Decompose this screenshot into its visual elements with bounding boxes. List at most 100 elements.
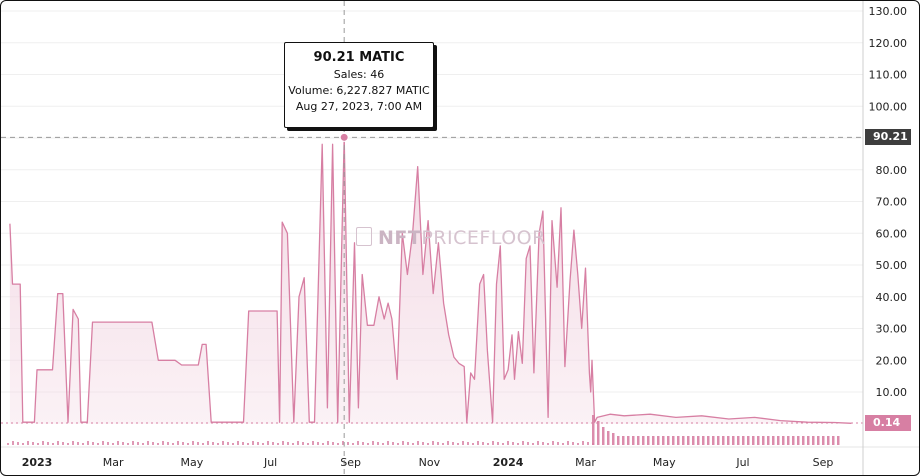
volume-bar — [307, 443, 309, 445]
volume-bar — [222, 441, 224, 445]
volume-bar — [17, 442, 19, 445]
volume-bar — [432, 441, 434, 445]
volume-bar — [77, 442, 79, 445]
volume-bar — [607, 431, 610, 445]
volume-bar — [402, 441, 404, 445]
volume-bars — [7, 415, 840, 445]
volume-bar — [532, 443, 534, 445]
tooltip-sales: Sales: 46 — [333, 68, 385, 81]
volume-bar — [582, 441, 584, 445]
volume-bar — [762, 436, 765, 445]
volume-bar — [822, 436, 825, 445]
volume-bar — [27, 441, 29, 445]
watermark-logo: NFTPRICEFLOOR — [356, 227, 546, 249]
x-tick-label: Mar — [103, 456, 124, 469]
volume-bar — [677, 436, 680, 445]
volume-bar — [807, 436, 810, 445]
volume-bar — [282, 441, 284, 445]
volume-bar — [437, 442, 439, 445]
volume-bar — [72, 441, 74, 445]
volume-bar — [597, 421, 600, 445]
volume-bar — [697, 436, 700, 445]
volume-bar — [352, 443, 354, 445]
volume-bar — [267, 441, 269, 445]
volume-bar — [612, 433, 615, 445]
volume-bar — [427, 443, 429, 445]
last-price-badge: 0.14 — [865, 415, 911, 431]
volume-bar — [167, 442, 169, 445]
tooltip-date: Aug 27, 2023, 7:00 AM — [295, 100, 423, 113]
volume-bar — [262, 443, 264, 445]
volume-bar — [107, 442, 109, 445]
volume-bar — [232, 443, 234, 445]
x-axis: 2023 Mar May Jul Sep Nov 2024 Mar May Jul Sep — [1, 446, 919, 469]
volume-bar — [472, 443, 474, 445]
volume-bar — [702, 436, 705, 445]
volume-bar — [717, 436, 720, 445]
volume-bar — [672, 436, 675, 445]
volume-bar — [447, 441, 449, 445]
volume-bar — [87, 441, 89, 445]
volume-bar — [592, 415, 595, 445]
volume-bar — [827, 436, 830, 445]
volume-bar — [727, 436, 730, 445]
volume-bar — [62, 442, 64, 445]
volume-bar — [567, 441, 569, 445]
volume-bar — [542, 442, 544, 445]
volume-bar — [102, 441, 104, 445]
volume-bar — [272, 442, 274, 445]
volume-bar — [712, 436, 715, 445]
volume-bar — [372, 441, 374, 445]
volume-bar — [387, 441, 389, 445]
volume-bar — [192, 441, 194, 445]
volume-bar — [817, 436, 820, 445]
volume-bar — [392, 442, 394, 445]
y-tick-label: 70.00 — [876, 196, 908, 209]
volume-bar — [457, 443, 459, 445]
volume-bar — [422, 442, 424, 445]
volume-bar — [292, 443, 294, 445]
volume-bar — [602, 427, 605, 445]
volume-bar — [37, 443, 39, 445]
volume-bar — [662, 436, 665, 445]
volume-bar — [177, 441, 179, 445]
volume-bar — [527, 442, 529, 445]
volume-bar — [557, 442, 559, 445]
volume-bar — [82, 443, 84, 445]
volume-bar — [482, 442, 484, 445]
volume-bar — [212, 442, 214, 445]
volume-bar — [252, 441, 254, 445]
volume-bar — [492, 441, 494, 445]
volume-bar — [217, 443, 219, 445]
volume-bar — [332, 442, 334, 445]
y-tick-label: 130.00 — [869, 5, 908, 18]
volume-bar — [627, 436, 630, 445]
volume-bar — [617, 436, 620, 445]
volume-bar — [652, 436, 655, 445]
x-tick-label: Jul — [735, 456, 749, 469]
volume-bar — [522, 441, 524, 445]
volume-bar — [32, 442, 34, 445]
volume-bar — [112, 443, 114, 445]
volume-bar — [7, 443, 9, 445]
volume-bar — [777, 436, 780, 445]
volume-bar — [357, 441, 359, 445]
volume-bar — [632, 436, 635, 445]
volume-bar — [397, 443, 399, 445]
volume-bar — [67, 443, 69, 445]
volume-bar — [547, 443, 549, 445]
x-tick-label: 2023 — [22, 456, 53, 469]
x-tick-label: 2024 — [493, 456, 524, 469]
volume-bar — [407, 442, 409, 445]
volume-bar — [327, 441, 329, 445]
x-tick-label: May — [653, 456, 676, 469]
volume-bar — [47, 442, 49, 445]
volume-bar — [737, 436, 740, 445]
volume-bar — [297, 441, 299, 445]
volume-bar — [667, 436, 670, 445]
volume-bar — [172, 443, 174, 445]
volume-bar — [572, 442, 574, 445]
volume-bar — [382, 443, 384, 445]
